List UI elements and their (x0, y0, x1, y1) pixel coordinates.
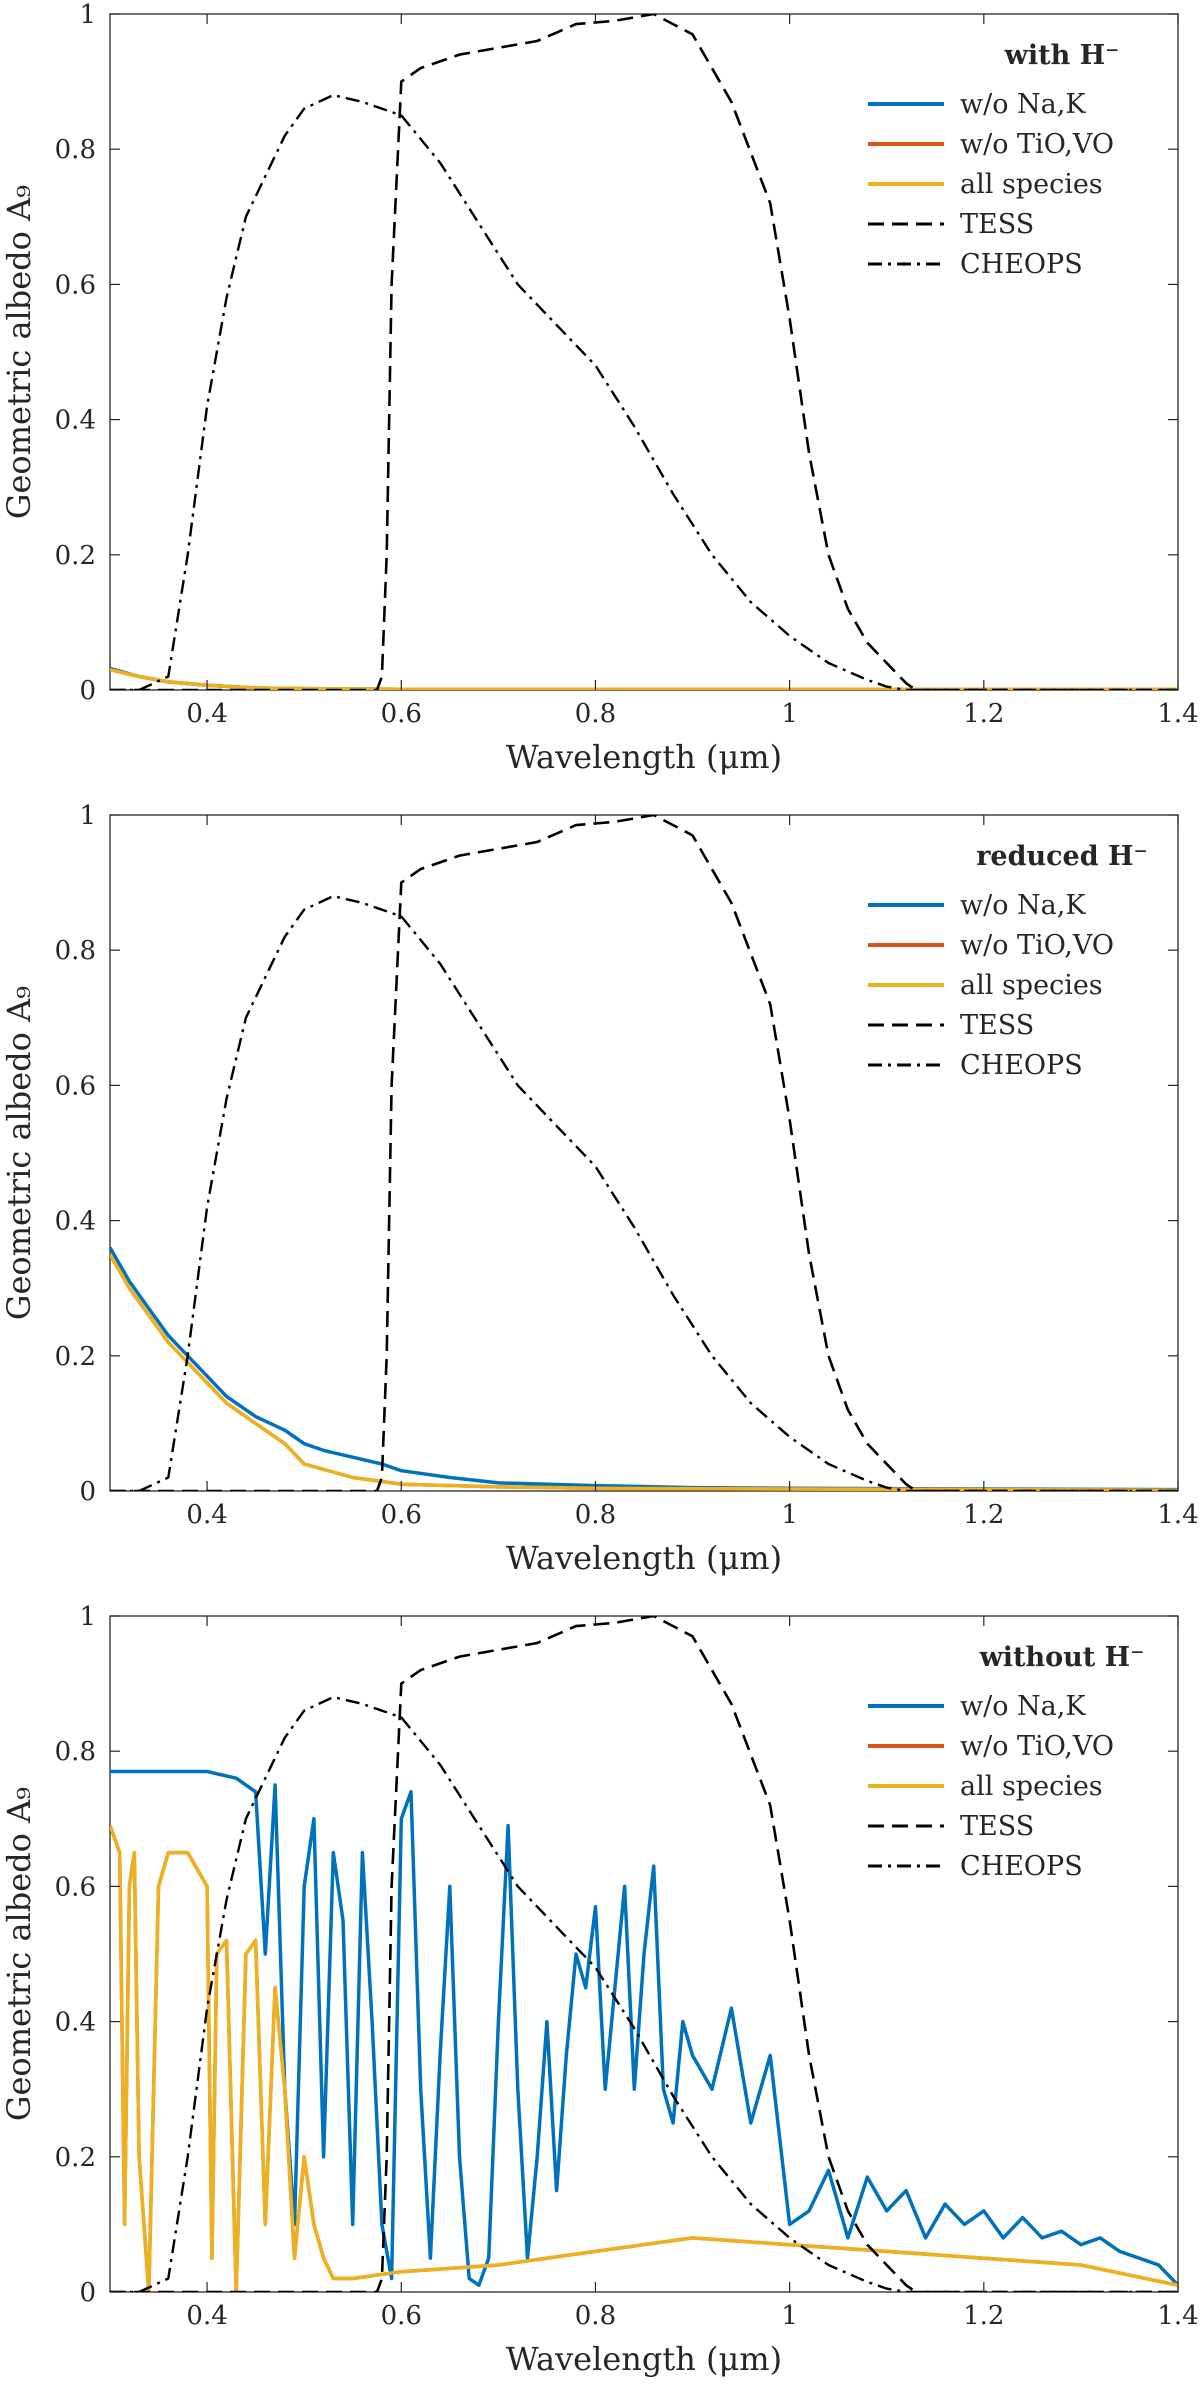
y-tick-label: 0.8 (55, 1737, 96, 1767)
legend-title: reduced H⁻ (976, 841, 1148, 872)
x-tick-label: 1.4 (1157, 2301, 1198, 2331)
y-tick-label: 0.2 (55, 2143, 96, 2173)
chart-panel-bottom: 0.4 0.6 0.8 1 1.2 1.4 0 0.2 0.4 0.6 0.8 1 Wavelength… (0, 1602, 1199, 2378)
legend-label: w/o Na,K (960, 1691, 1086, 1722)
x-tick-label: 1 (781, 2301, 798, 2331)
x-tick-label: 0.8 (575, 699, 616, 729)
series-line-w-o-na-k (110, 1769, 1178, 2287)
series-line-cheops (110, 894, 1178, 1491)
x-tick-label: 1.4 (1157, 1500, 1198, 1530)
y-tick-label: 1 (79, 0, 96, 30)
x-tick-label: 0.6 (381, 699, 422, 729)
y-tick-label: 0.8 (55, 936, 96, 966)
y-tick-label: 0 (79, 676, 96, 706)
y-tick-label: 1 (79, 1602, 96, 1632)
series-line-w-o-na-k (110, 1246, 1178, 1491)
legend-label: CHEOPS (960, 1050, 1083, 1081)
series-line-all-species (110, 667, 1178, 690)
series-line-w-o-tio-vo (110, 1253, 1178, 1491)
y-tick-label: 0.4 (55, 2008, 96, 2038)
series-line-cheops (110, 93, 1178, 690)
y-axis-label: Geometric albedo A₉ (0, 1787, 38, 2121)
y-tick-label: 1 (79, 801, 96, 831)
y-tick-label: 0.2 (55, 541, 96, 571)
x-tick-label: 0.6 (381, 2301, 422, 2331)
x-tick-label: 0.8 (575, 1500, 616, 1530)
series-line-cheops (110, 1695, 1178, 2292)
legend-label: CHEOPS (960, 1851, 1083, 1882)
axes-frame (109, 1615, 1179, 2293)
y-tick-label: 0.4 (55, 406, 96, 436)
chart-panel-top: 0.4 0.6 0.8 1 1.2 1.4 0 0.2 0.4 0.6 0.8 1 Wavelength… (0, 0, 1199, 776)
x-axis-label: Wavelength (μm) (506, 2340, 782, 2378)
x-tick-label: 0.4 (186, 699, 227, 729)
y-tick-label: 0.6 (55, 270, 96, 300)
x-tick-label: 1.2 (963, 699, 1004, 729)
legend-label: TESS (960, 1010, 1034, 1041)
series-line-tess (110, 1616, 1178, 2292)
x-tick-label: 0.8 (575, 2301, 616, 2331)
x-axis-label: Wavelength (μm) (506, 738, 782, 776)
y-axis-label: Geometric albedo A₉ (0, 986, 38, 1320)
x-tick-label: 0.4 (186, 2301, 227, 2331)
legend-label: w/o TiO,VO (960, 930, 1114, 961)
series-line-w-o-na-k (110, 666, 1178, 690)
legend-label: CHEOPS (960, 249, 1083, 280)
legend-label: all species (960, 1771, 1103, 1802)
chart-panel-middle: 0.4 0.6 0.8 1 1.2 1.4 0 0.2 0.4 0.6 0.8 1 Wavelength… (0, 801, 1199, 1577)
x-tick-label: 1 (781, 699, 798, 729)
y-tick-label: 0.2 (55, 1342, 96, 1372)
y-tick-label: 0.4 (55, 1207, 96, 1237)
series-line-all-species (110, 1253, 1178, 1491)
y-tick-label: 0.6 (55, 1872, 96, 1902)
x-tick-label: 1.2 (963, 1500, 1004, 1530)
series-line-tess (110, 14, 1178, 690)
x-tick-label: 1.4 (1157, 699, 1198, 729)
legend-label: w/o TiO,VO (960, 129, 1114, 160)
x-tick-label: 0.4 (186, 1500, 227, 1530)
legend-label: TESS (960, 209, 1034, 240)
series-line-w-o-tio-vo (110, 667, 1178, 690)
legend-label: w/o TiO,VO (960, 1731, 1114, 1762)
y-tick-label: 0.8 (55, 135, 96, 165)
x-tick-label: 0.6 (381, 1500, 422, 1530)
y-tick-label: 0.6 (55, 1071, 96, 1101)
y-tick-label: 0 (79, 2278, 96, 2308)
axes-frame (109, 814, 1179, 1492)
series-line-all-species (110, 1825, 1178, 2292)
legend-label: TESS (960, 1811, 1034, 1842)
legend-label: w/o Na,K (960, 890, 1086, 921)
x-tick-label: 1 (781, 1500, 798, 1530)
y-tick-label: 0 (79, 1477, 96, 1507)
legend-label: all species (960, 169, 1103, 200)
y-axis-label: Geometric albedo A₉ (0, 185, 38, 519)
legend-label: w/o Na,K (960, 89, 1086, 120)
series-line-tess (110, 815, 1178, 1491)
x-axis-label: Wavelength (μm) (506, 1539, 782, 1577)
legend-label: all species (960, 970, 1103, 1001)
x-tick-label: 1.2 (963, 2301, 1004, 2331)
legend-title: with H⁻ (1004, 40, 1120, 71)
legend-title: without H⁻ (979, 1642, 1145, 1673)
